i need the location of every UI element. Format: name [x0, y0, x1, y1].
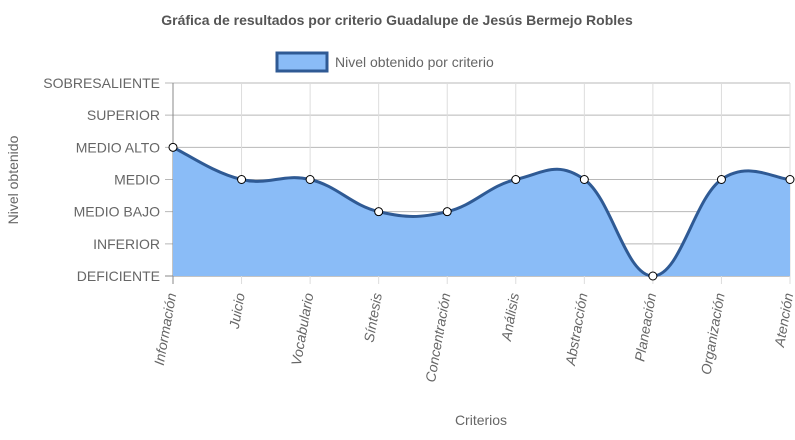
x-tick-label: Juicio	[226, 291, 248, 330]
y-tick-label: DEFICIENTE	[77, 268, 160, 284]
data-point[interactable]	[237, 175, 247, 184]
x-axis-ticks: Información Juicio Vocabulario Síntesis Conc…	[151, 291, 795, 383]
chart-title: Gráfica de resultados por criterio Guada…	[161, 12, 633, 28]
x-tick-label: Síntesis	[361, 292, 385, 344]
legend-label: Nivel obtenido por criterio	[335, 54, 494, 70]
x-tick-label: Abstracción	[562, 291, 591, 367]
y-axis-label: Nivel obtenido	[5, 135, 21, 224]
data-point[interactable]	[579, 175, 589, 184]
series-line	[172, 145, 791, 278]
x-tick-label: Vocabulario	[288, 291, 317, 366]
data-point[interactable]	[305, 175, 315, 184]
data-point[interactable]	[374, 207, 384, 217]
y-tick-label: INFERIOR	[93, 236, 160, 252]
y-tick-label: MEDIO	[114, 172, 160, 188]
x-tick-label: Organización	[698, 291, 728, 375]
y-tick-label: MEDIO ALTO	[76, 139, 160, 155]
legend[interactable]: Nivel obtenido por criterio	[275, 51, 494, 73]
data-point[interactable]	[442, 207, 452, 217]
y-tick-label: SUPERIOR	[87, 107, 160, 123]
legend-swatch	[275, 51, 329, 73]
plot-area	[168, 142, 795, 281]
y-tick-label: MEDIO BAJO	[74, 204, 160, 220]
x-tick-label: Planeación	[631, 291, 659, 362]
data-point[interactable]	[785, 175, 795, 184]
x-tick-label: Análisis	[498, 292, 522, 343]
x-tick-label: Concentración	[422, 291, 453, 383]
data-point[interactable]	[511, 175, 521, 184]
data-point[interactable]	[168, 142, 178, 152]
x-tick-label: Atención	[771, 291, 795, 349]
data-point[interactable]	[716, 175, 726, 184]
series-area	[173, 147, 790, 276]
y-tick-label: SOBRESALIENTE	[43, 75, 160, 91]
x-axis-label: Criterios	[455, 412, 507, 428]
data-point[interactable]	[648, 271, 658, 281]
x-tick-label: Información	[151, 291, 179, 366]
y-axis-ticks: DEFICIENTE INFERIOR MEDIO BAJO MEDIO MEDIO A…	[43, 75, 160, 284]
